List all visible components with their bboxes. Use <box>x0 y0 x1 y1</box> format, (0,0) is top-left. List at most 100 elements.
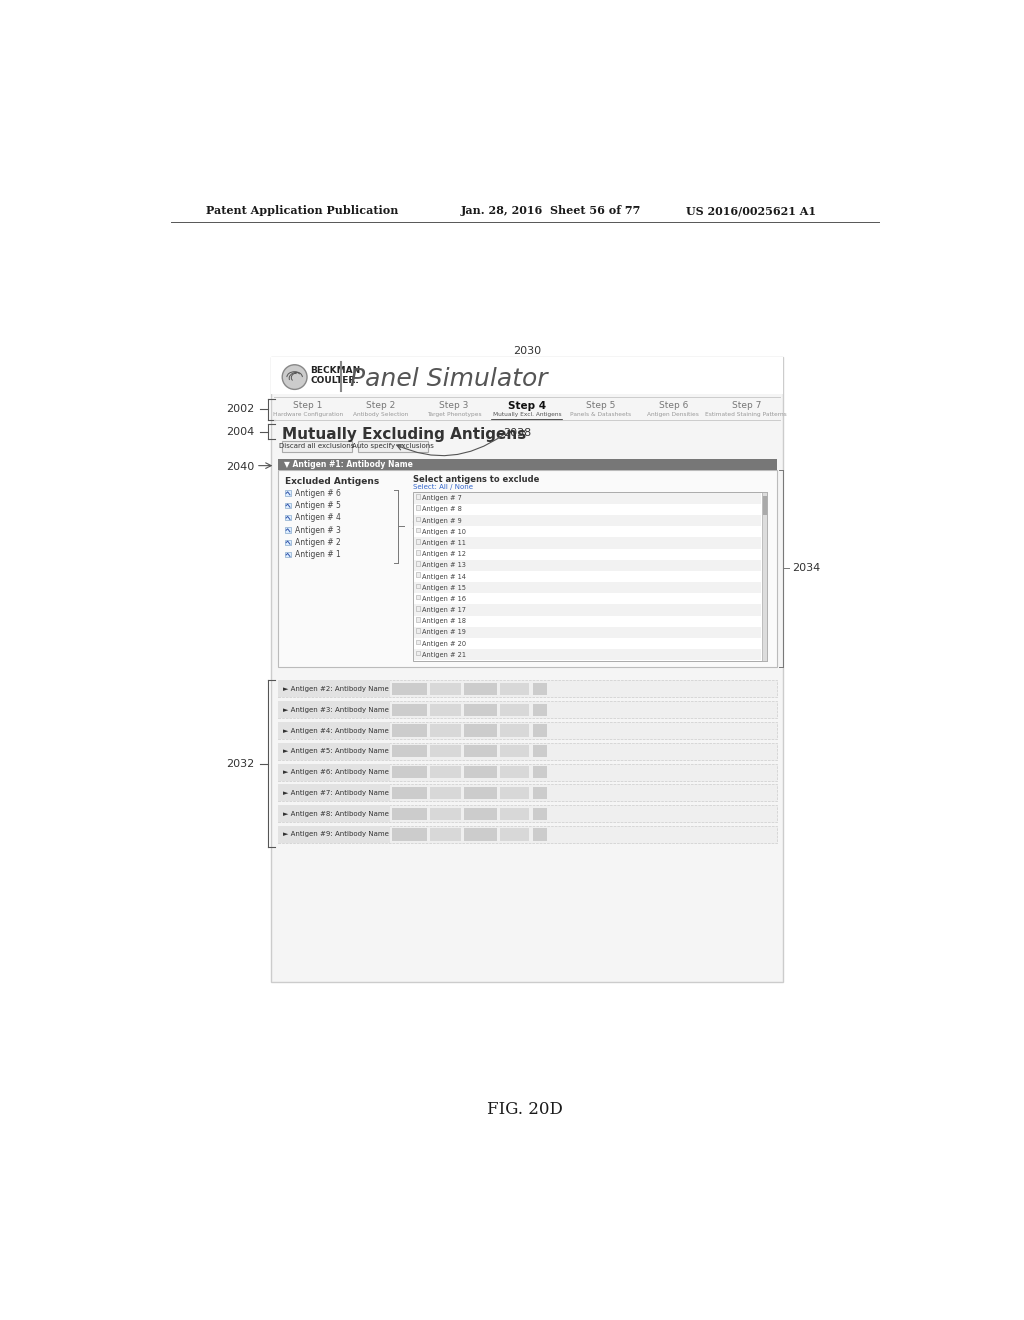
Text: 2002: 2002 <box>226 404 255 414</box>
Text: ► Antigen #5: Antibody Name: ► Antigen #5: Antibody Name <box>283 748 389 754</box>
FancyBboxPatch shape <box>416 550 420 554</box>
Ellipse shape <box>283 364 307 389</box>
FancyBboxPatch shape <box>278 743 390 760</box>
Text: Step 5: Step 5 <box>586 401 614 411</box>
Text: 2040: 2040 <box>226 462 255 473</box>
FancyBboxPatch shape <box>416 628 420 634</box>
FancyBboxPatch shape <box>278 459 776 470</box>
FancyBboxPatch shape <box>532 682 547 696</box>
Text: ► Antigen #9: Antibody Name: ► Antigen #9: Antibody Name <box>283 832 389 837</box>
Text: Antigen # 3: Antigen # 3 <box>295 525 341 535</box>
Text: Step 6: Step 6 <box>658 401 688 411</box>
Text: Excluded Antigens: Excluded Antigens <box>286 477 380 486</box>
FancyBboxPatch shape <box>271 358 783 395</box>
Text: Antigen Densities: Antigen Densities <box>647 412 699 417</box>
Text: Patent Application Publication: Patent Application Publication <box>206 206 398 216</box>
Text: Step 1: Step 1 <box>293 401 323 411</box>
Text: Antigen # 16: Antigen # 16 <box>423 595 467 602</box>
FancyBboxPatch shape <box>430 744 461 758</box>
Text: ► Antigen #3: Antibody Name: ► Antigen #3: Antibody Name <box>283 706 389 713</box>
Text: Jan. 28, 2016  Sheet 56 of 77: Jan. 28, 2016 Sheet 56 of 77 <box>461 206 642 216</box>
Text: Antigen # 20: Antigen # 20 <box>423 640 467 647</box>
Text: ▼ Antigen #1: Antibody Name: ▼ Antigen #1: Antibody Name <box>284 461 413 470</box>
Text: ► Antigen #7: Antibody Name: ► Antigen #7: Antibody Name <box>283 789 389 796</box>
FancyBboxPatch shape <box>762 492 767 661</box>
FancyBboxPatch shape <box>416 595 420 599</box>
FancyBboxPatch shape <box>278 805 390 822</box>
Text: Auto specify exclusions: Auto specify exclusions <box>352 444 434 449</box>
FancyBboxPatch shape <box>416 516 420 521</box>
FancyBboxPatch shape <box>532 725 547 737</box>
FancyBboxPatch shape <box>416 506 420 510</box>
FancyBboxPatch shape <box>286 490 291 496</box>
FancyBboxPatch shape <box>286 552 291 557</box>
FancyBboxPatch shape <box>283 441 352 451</box>
Text: Step 7: Step 7 <box>732 401 761 411</box>
Text: Antigen # 2: Antigen # 2 <box>295 539 340 546</box>
FancyBboxPatch shape <box>532 808 547 820</box>
FancyBboxPatch shape <box>500 704 529 715</box>
Text: Antigen # 21: Antigen # 21 <box>423 652 467 657</box>
Text: COULTER.: COULTER. <box>310 376 358 384</box>
FancyBboxPatch shape <box>278 763 390 780</box>
FancyBboxPatch shape <box>430 808 461 820</box>
Text: Antigen # 14: Antigen # 14 <box>423 573 467 579</box>
Text: Select: All / None: Select: All / None <box>414 484 473 490</box>
Text: Estimated Staining Patterns: Estimated Staining Patterns <box>706 412 787 417</box>
FancyBboxPatch shape <box>414 627 761 638</box>
FancyBboxPatch shape <box>392 808 427 820</box>
FancyBboxPatch shape <box>278 681 390 697</box>
FancyBboxPatch shape <box>430 766 461 779</box>
Text: Panels & Datasheets: Panels & Datasheets <box>569 412 631 417</box>
FancyBboxPatch shape <box>414 492 761 504</box>
Text: 2004: 2004 <box>226 426 255 437</box>
FancyBboxPatch shape <box>416 640 420 644</box>
FancyBboxPatch shape <box>278 805 776 822</box>
Text: Panel Simulator: Panel Simulator <box>350 367 548 391</box>
FancyBboxPatch shape <box>278 722 390 739</box>
Text: 2038: 2038 <box>503 428 531 438</box>
Text: Antigen # 8: Antigen # 8 <box>423 507 463 512</box>
FancyBboxPatch shape <box>464 744 497 758</box>
Text: BECKMAN: BECKMAN <box>310 367 360 375</box>
Text: Hardware Configuration: Hardware Configuration <box>272 412 343 417</box>
FancyBboxPatch shape <box>464 787 497 799</box>
FancyBboxPatch shape <box>278 784 390 801</box>
FancyBboxPatch shape <box>416 539 420 544</box>
Text: 2032: 2032 <box>226 759 255 768</box>
Text: Target Phenotypes: Target Phenotypes <box>427 412 481 417</box>
FancyBboxPatch shape <box>278 743 776 760</box>
FancyBboxPatch shape <box>414 537 761 549</box>
FancyBboxPatch shape <box>464 725 497 737</box>
FancyBboxPatch shape <box>430 829 461 841</box>
FancyBboxPatch shape <box>392 829 427 841</box>
FancyBboxPatch shape <box>278 826 776 843</box>
FancyBboxPatch shape <box>416 494 420 499</box>
FancyBboxPatch shape <box>392 787 427 799</box>
FancyBboxPatch shape <box>430 725 461 737</box>
FancyBboxPatch shape <box>286 527 291 533</box>
FancyBboxPatch shape <box>416 528 420 532</box>
FancyBboxPatch shape <box>430 787 461 799</box>
FancyBboxPatch shape <box>500 744 529 758</box>
FancyBboxPatch shape <box>392 725 427 737</box>
FancyBboxPatch shape <box>286 515 291 520</box>
FancyBboxPatch shape <box>278 826 390 843</box>
FancyBboxPatch shape <box>500 787 529 799</box>
Text: Step 2: Step 2 <box>367 401 395 411</box>
FancyBboxPatch shape <box>416 561 420 566</box>
FancyBboxPatch shape <box>278 470 776 667</box>
Text: ► Antigen #4: Antibody Name: ► Antigen #4: Antibody Name <box>283 727 389 734</box>
FancyBboxPatch shape <box>392 682 427 696</box>
FancyBboxPatch shape <box>278 722 776 739</box>
FancyBboxPatch shape <box>430 704 461 715</box>
FancyBboxPatch shape <box>414 582 761 593</box>
FancyBboxPatch shape <box>278 763 776 780</box>
Text: ► Antigen #6: Antibody Name: ► Antigen #6: Antibody Name <box>283 770 389 775</box>
FancyBboxPatch shape <box>358 441 428 451</box>
Text: Mutually Excluding Antigens: Mutually Excluding Antigens <box>283 428 526 442</box>
Text: Antigen # 7: Antigen # 7 <box>423 495 463 502</box>
Text: Discard all exclusions: Discard all exclusions <box>280 444 354 449</box>
Text: Antigen # 1: Antigen # 1 <box>295 550 340 560</box>
FancyBboxPatch shape <box>271 358 783 982</box>
